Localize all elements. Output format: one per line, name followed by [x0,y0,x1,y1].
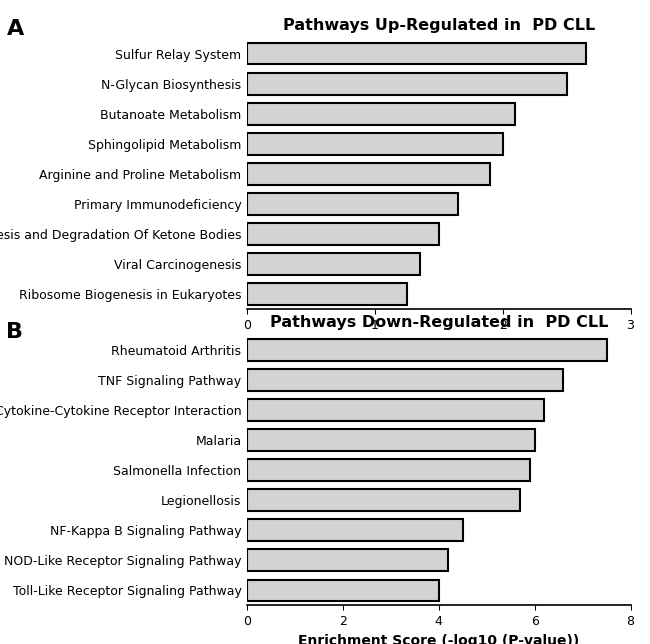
Bar [247,459,530,481]
Bar [247,549,448,571]
Bar [247,43,586,64]
Bar [247,253,420,275]
Bar [247,283,407,305]
X-axis label: Enrichment Score (-log10 (P-value)): Enrichment Score (-log10 (P-value)) [298,337,579,352]
Bar [247,223,439,245]
Bar [247,193,458,214]
Bar [247,133,502,155]
Bar [247,399,544,421]
Bar [247,369,564,391]
Bar [247,73,567,95]
Title: Pathways Up-Regulated in  PD CLL: Pathways Up-Regulated in PD CLL [283,18,595,33]
X-axis label: Enrichment Score (-log10 (P-value)): Enrichment Score (-log10 (P-value)) [298,634,579,644]
Bar [247,163,490,185]
Bar [247,103,515,124]
Text: B: B [6,322,23,342]
Bar [247,580,439,601]
Bar [247,489,520,511]
Bar [247,520,463,541]
Bar [247,339,606,361]
Text: A: A [6,19,24,39]
Title: Pathways Down-Regulated in  PD CLL: Pathways Down-Regulated in PD CLL [270,314,608,330]
Bar [247,430,534,451]
